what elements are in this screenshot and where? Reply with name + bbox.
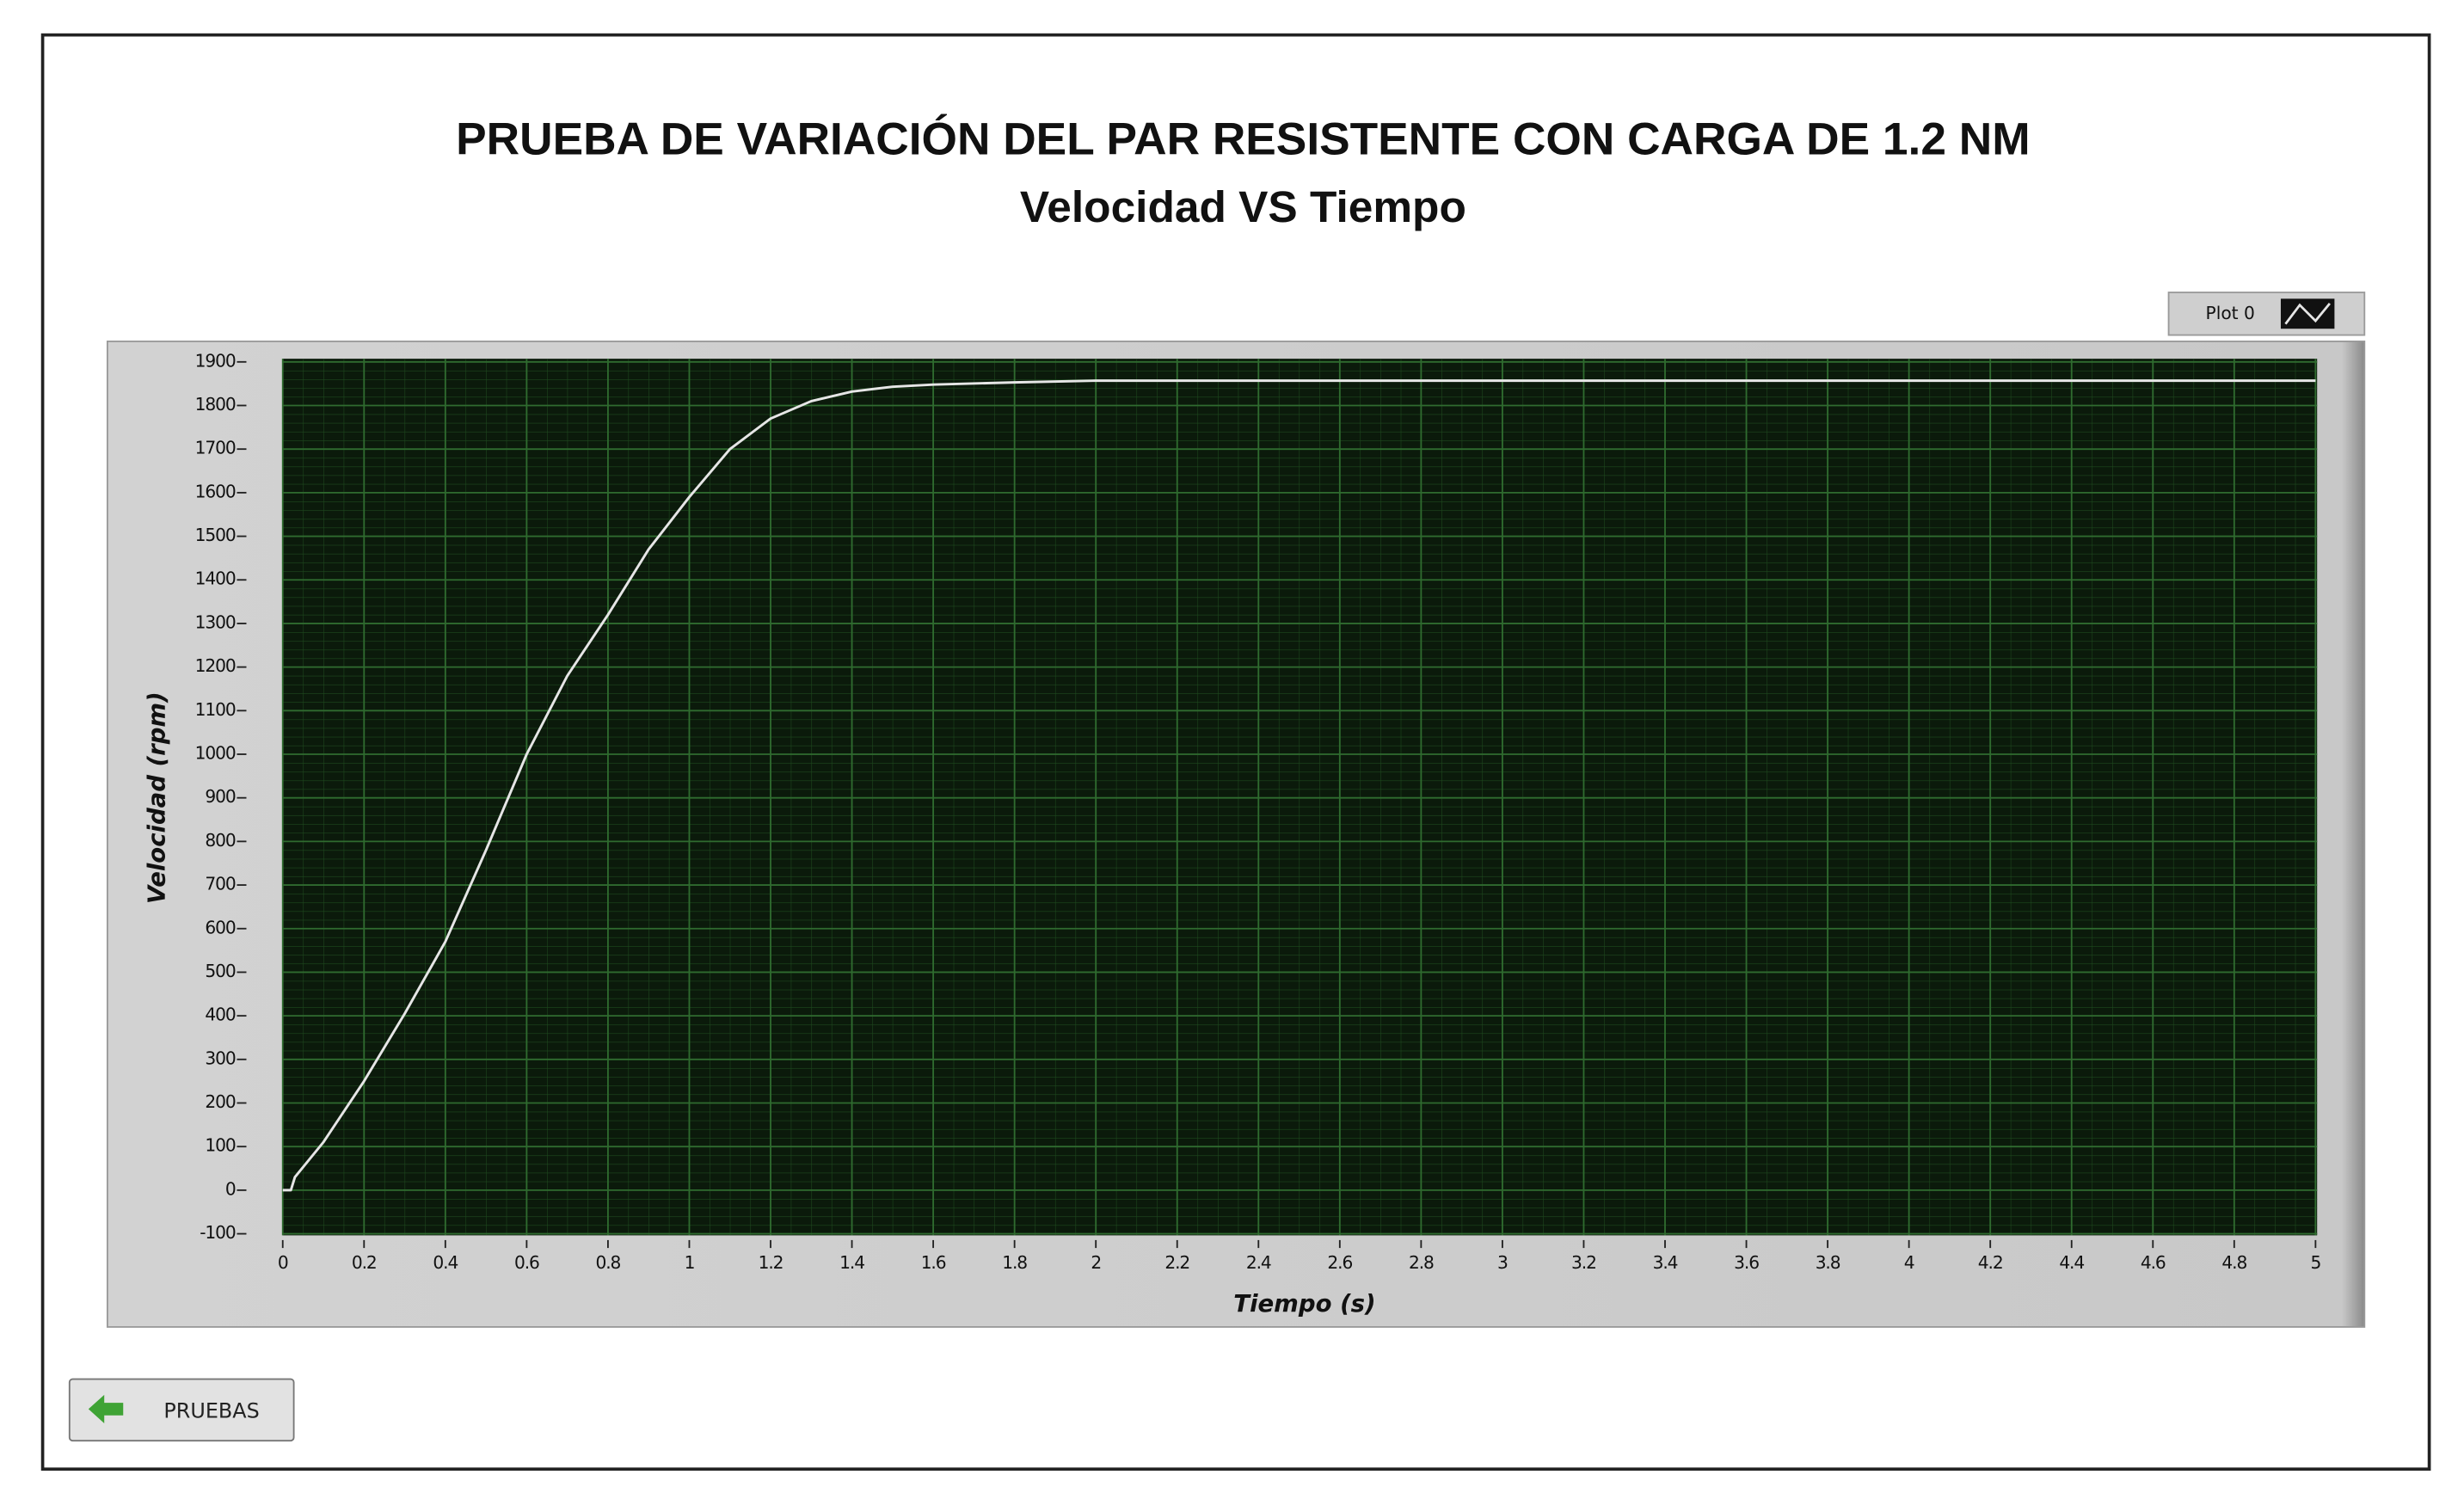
y-tick-label: -100: [200, 1222, 236, 1243]
x-tick-label: 3.2: [1571, 1252, 1596, 1273]
x-tick-label: 0.6: [514, 1252, 539, 1273]
y-tick-label: 800: [205, 830, 235, 851]
grid: [281, 359, 2318, 1236]
x-tick-label: 3.8: [1816, 1252, 1840, 1273]
chart-subtitle: Velocidad VS Tiempo: [1020, 181, 1466, 231]
button-label[interactable]: PRUEBAS: [163, 1399, 259, 1423]
x-tick-label: 0.2: [352, 1252, 377, 1273]
y-tick-label: 300: [205, 1048, 235, 1068]
x-tick-label: 3: [1497, 1252, 1508, 1273]
x-tick-label: 0.4: [433, 1252, 458, 1273]
y-tick-label: 1200: [195, 655, 236, 676]
y-tick-label: 1900: [195, 350, 236, 371]
y-tick-label: 1500: [195, 525, 236, 545]
x-tick-label: 5: [2310, 1252, 2320, 1273]
legend-box: [2167, 292, 2366, 336]
x-tick-label: 1: [685, 1252, 695, 1273]
x-tick-label: 2: [1091, 1252, 1101, 1273]
x-tick-label: 1.4: [839, 1252, 864, 1273]
legend-swatch: [2284, 302, 2331, 325]
x-tick-label: 4.4: [2059, 1252, 2084, 1273]
y-tick-label: 100: [205, 1135, 235, 1156]
y-tick-label: 1000: [195, 742, 236, 763]
x-tick-label: 1.8: [1002, 1252, 1027, 1273]
x-tick-label: 4: [1904, 1252, 1914, 1273]
x-tick-label: 4.8: [2221, 1252, 2246, 1273]
y-tick-label: 1800: [195, 394, 236, 415]
x-tick-label: 2.4: [1246, 1252, 1271, 1273]
y-tick-label: 1700: [195, 438, 236, 458]
y-tick-label: 200: [205, 1091, 235, 1112]
y-tick-label: 500: [205, 961, 235, 981]
x-tick-label: 1.6: [921, 1252, 946, 1273]
data-line: [282, 379, 2316, 1192]
y-tick-label: 1100: [195, 699, 236, 720]
x-tick-label: 3.4: [1653, 1252, 1678, 1273]
y-tick-label: 900: [205, 786, 235, 807]
button-arrow-icon: [88, 1394, 124, 1423]
y-tick-label: 0: [225, 1178, 236, 1199]
y-tick-label: 700: [205, 874, 235, 894]
y-tick-label: 1400: [195, 568, 236, 589]
x-tick-label: 0: [278, 1252, 288, 1273]
button-body[interactable]: [68, 1378, 295, 1442]
x-tick-label: 4.2: [1978, 1252, 2003, 1273]
y-tick-label: 1300: [195, 611, 236, 632]
chart-title: PRUEBA DE VARIACIÓN DEL PAR RESISTENTE C…: [456, 114, 2030, 165]
y-tick-label: 1600: [195, 481, 236, 501]
y-tick-label: 600: [205, 917, 235, 937]
x-tick-label: 1.2: [759, 1252, 783, 1273]
x-tick-label: 3.6: [1734, 1252, 1759, 1273]
legend-label: Plot 0: [2206, 303, 2255, 323]
x-axis-label: Tiempo (s): [1233, 1290, 1375, 1318]
x-tick-label: 2.8: [1409, 1252, 1434, 1273]
y-axis-label: Velocidad (rpm): [144, 691, 171, 904]
x-tick-label: 2.2: [1164, 1252, 1189, 1273]
plot: [282, 379, 2316, 1192]
x-tick-label: 4.6: [2141, 1252, 2166, 1273]
legend: Plot 0: [2167, 292, 2366, 336]
y-tick-label: 400: [205, 1005, 235, 1025]
back-button[interactable]: PRUEBAS: [68, 1378, 295, 1442]
axes: -100 0 100 200 300 400 500 600 700 800 900 1000 1100…: [195, 350, 2322, 1273]
x-tick-label: 0.8: [596, 1252, 621, 1273]
x-tick-label: 2.6: [1327, 1252, 1352, 1273]
